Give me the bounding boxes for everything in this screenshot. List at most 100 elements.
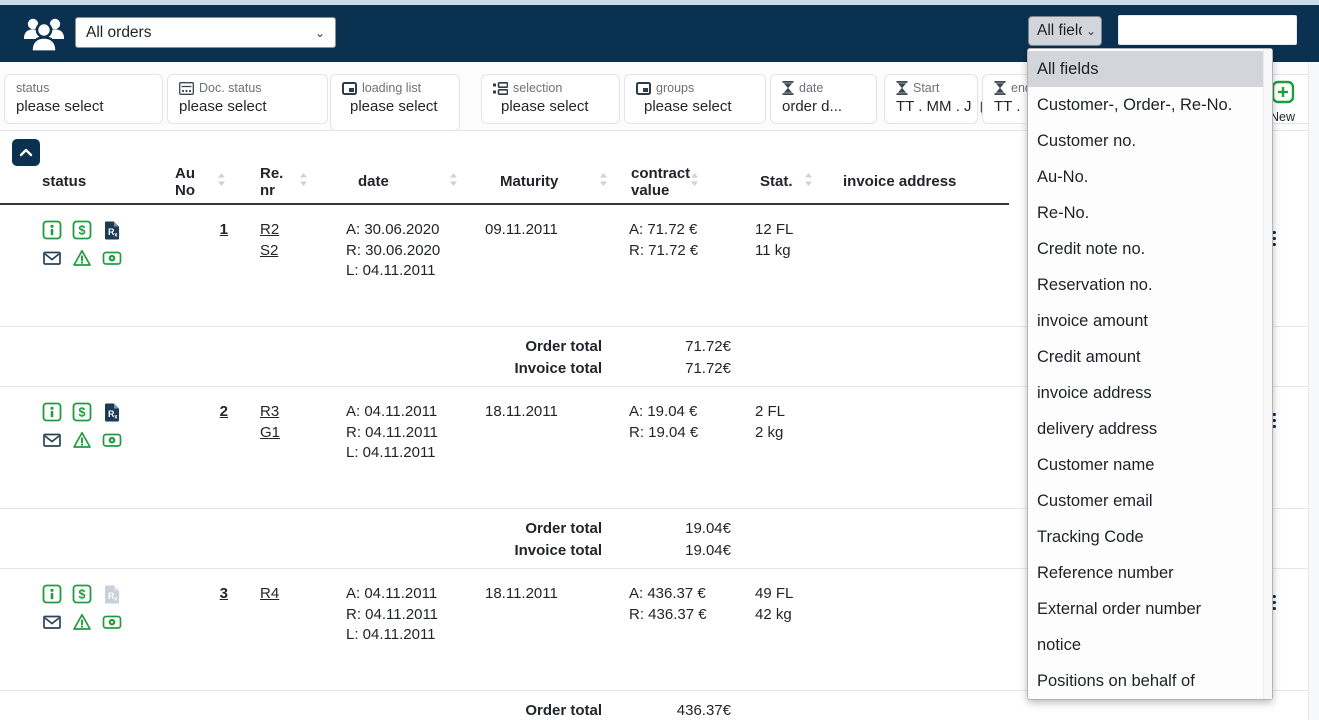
sort-icon[interactable] [449, 172, 458, 191]
header-stat[interactable]: Stat. [739, 172, 819, 191]
re-nr-link[interactable]: R4 [260, 585, 280, 602]
header-maturity[interactable]: Maturity [464, 172, 614, 191]
filter-loading-list-label: loading list [362, 81, 422, 95]
au-no-link[interactable]: 1 [219, 221, 228, 238]
filter-date-value: order d... [782, 98, 843, 115]
au-no-link[interactable]: 3 [219, 585, 228, 602]
re-nr-link[interactable]: R3 [260, 403, 280, 420]
dropdown-item[interactable]: Positions on behalf of [1037, 671, 1195, 690]
dropdown-item[interactable]: Re-No. [1037, 203, 1090, 222]
dropdown-item[interactable]: Customer no. [1037, 131, 1137, 150]
sort-icon[interactable] [599, 172, 608, 191]
sort-icon[interactable] [804, 172, 813, 191]
table-header-row: status Au No Re. nr date Maturity contra… [0, 160, 1009, 205]
invoice-address-cell [819, 402, 1009, 508]
header-contract-value[interactable]: contract value [614, 165, 739, 199]
image-icon [636, 81, 651, 95]
money-icon[interactable] [102, 430, 122, 450]
info-icon[interactable] [42, 584, 62, 604]
filter-groups-value: please select [644, 98, 732, 115]
mail-icon[interactable] [42, 248, 62, 268]
svg-text:$: $ [79, 587, 86, 601]
filter-selection[interactable]: selection please select [481, 74, 620, 124]
customers-group-icon[interactable] [22, 15, 66, 58]
filter-groups-label: groups [656, 81, 695, 95]
list-icon [493, 81, 508, 95]
re-nr-link[interactable]: S2 [260, 241, 279, 259]
filter-doc-status[interactable]: Doc. status please select [167, 74, 328, 124]
search-input[interactable] [1118, 15, 1297, 45]
mail-icon[interactable] [42, 612, 62, 632]
dropdown-scrollbar[interactable] [1263, 49, 1272, 699]
money-icon[interactable] [102, 248, 122, 268]
date-cell: A: 04.11.2011 R: 04.11.2011 L: 04.11.2011 [346, 585, 439, 643]
dropdown-item[interactable]: Credit amount [1037, 347, 1141, 366]
invoice-total-label: Invoice total [514, 359, 602, 377]
dropdown-item[interactable]: delivery address [1037, 419, 1158, 438]
dropdown-item[interactable]: Credit note no. [1037, 239, 1146, 258]
info-icon[interactable] [42, 220, 62, 240]
sort-icon[interactable] [690, 172, 733, 191]
au-no-link[interactable]: 2 [219, 403, 228, 420]
dropdown-item[interactable]: invoice address [1037, 383, 1152, 402]
sort-icon[interactable] [299, 172, 308, 191]
header-au-no[interactable]: Au No [162, 165, 232, 199]
dropdown-item[interactable]: Customer-, Order-, Re-No. [1037, 95, 1233, 114]
maturity-cell: 18.11.2011 [485, 403, 558, 420]
header-date[interactable]: date [314, 172, 464, 191]
filter-end-date-label: end [1011, 81, 1032, 95]
re-nr-link[interactable]: R2 [260, 221, 280, 238]
price-icon[interactable]: $ [72, 402, 92, 422]
money-icon[interactable] [102, 612, 122, 632]
page-scrollbar[interactable] [1308, 62, 1319, 720]
hourglass-icon [896, 81, 908, 95]
warning-icon[interactable] [72, 612, 92, 632]
dropdown-item[interactable]: Au-No. [1037, 167, 1089, 186]
dropdown-item[interactable]: Customer email [1037, 491, 1153, 510]
dropdown-item[interactable]: Tracking Code [1037, 527, 1144, 546]
order-total-value: 71.72€ [685, 338, 731, 355]
view-select[interactable]: All orders ⌄ [75, 17, 336, 48]
chevron-down-icon: ⌄ [314, 25, 325, 40]
order-total-value: 436.37€ [676, 702, 731, 719]
filter-date[interactable]: date order d... [770, 74, 877, 124]
stat-cell: 2 FL 2 kg [755, 403, 786, 441]
order-total-label: Order total [525, 520, 602, 537]
maturity-cell: 09.11.2011 [485, 221, 558, 238]
dropdown-item[interactable]: Customer name [1037, 455, 1155, 474]
warning-icon[interactable] [72, 430, 92, 450]
dropdown-item[interactable]: All fields [1028, 51, 1263, 87]
filter-loading-list[interactable]: loading list please select [330, 74, 460, 131]
contract-value-cell: A: 436.37 € R: 436.37 € [629, 585, 707, 623]
price-icon[interactable]: $ [72, 584, 92, 604]
filter-loading-list-value: please select [350, 98, 438, 115]
filter-status[interactable]: status please select [4, 74, 163, 124]
collapse-filters-button[interactable] [12, 139, 40, 166]
dropdown-item[interactable]: notice [1037, 635, 1082, 654]
chevron-down-icon: ⌄ [1085, 24, 1096, 38]
dropdown-item[interactable]: invoice amount [1037, 311, 1148, 330]
warning-icon[interactable] [72, 248, 92, 268]
totals-row: Order total Invoice total 71.72€ 71.72€ [0, 327, 1308, 387]
filter-groups[interactable]: groups please select [624, 74, 766, 124]
dropdown-item[interactable]: Reservation no. [1037, 275, 1153, 294]
sort-icon[interactable] [217, 172, 226, 191]
stat-cell: 49 FL 42 kg [755, 585, 794, 623]
order-total-label: Order total [525, 702, 602, 719]
search-field-select[interactable]: All fields ⌄ [1028, 16, 1102, 46]
dropdown-item[interactable]: External order number [1037, 599, 1202, 618]
header-re-nr[interactable]: Re. nr [232, 165, 314, 199]
price-icon[interactable]: $ [72, 220, 92, 240]
filter-doc-status-label: Doc. status [199, 81, 262, 95]
info-icon[interactable] [42, 402, 62, 422]
dropdown-item[interactable]: Reference number [1037, 563, 1174, 582]
re-nr-link[interactable]: G1 [260, 423, 281, 441]
re-nr-cell: R3 G1 [232, 402, 314, 508]
mail-icon[interactable] [42, 430, 62, 450]
filter-start-date[interactable]: Start TT . MM . J [884, 74, 994, 124]
stat-cell: 12 FL 11 kg [755, 221, 794, 259]
